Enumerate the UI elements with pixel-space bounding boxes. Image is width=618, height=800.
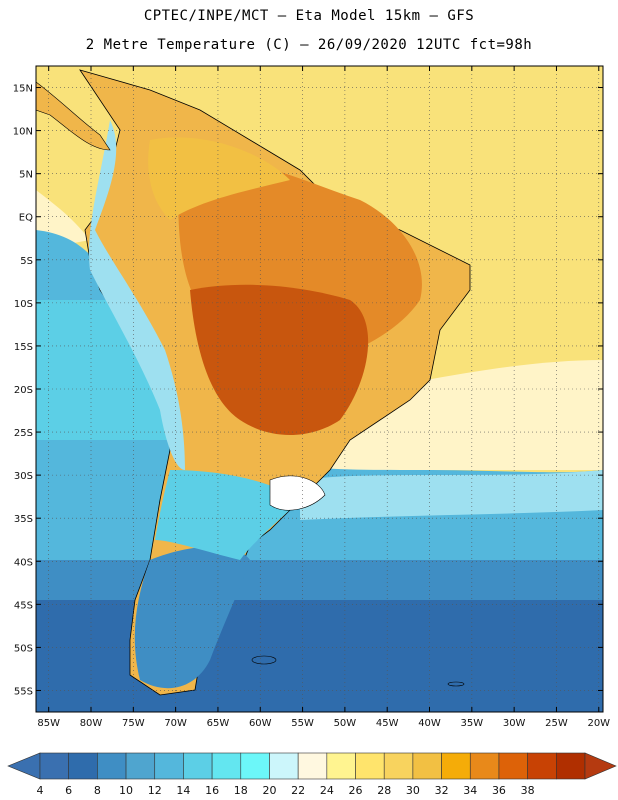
central-america-land [36,81,111,151]
colorbar-tick-label: 6 [65,784,72,797]
colorbar-bin [240,752,270,780]
colorbar-tick-label: 30 [406,784,420,797]
colorbar-tick-label: 16 [205,784,219,797]
colorbar-bin [97,752,127,780]
axis-labels: 15N 10N 5N EQ 5S 10S 15S 20S 25S 30S 35S 40S 45S 50S 5… [13,66,610,729]
lat-label: 35S [14,514,33,525]
lat-label: 10S [14,299,33,310]
ocean-band-south-light [300,470,603,520]
colorbar-bin [125,752,156,780]
lon-label: 65W [207,718,230,729]
colorbar-tick-label: 20 [262,784,276,797]
colorbar-over-arrow [584,752,617,780]
colorbar: 4 6 8 10 12 14 16 18 20 22 24 26 28 30 32 34 36 38 [7,752,617,797]
colorbar-tick-label: 8 [94,784,101,797]
north-coast-warm [148,137,290,220]
south-georgia-island [447,681,465,687]
colorbar-bin [441,752,471,780]
lon-label: 80W [80,718,103,729]
lon-label: 55W [291,718,314,729]
patagonia-cool [134,546,250,689]
lat-label: 45S [14,600,33,611]
lon-label: 35W [461,718,484,729]
colorbar-bin [39,752,69,780]
lat-label: 10N [13,127,33,138]
colorbar-bin [68,752,98,780]
colorbar-tick-label: 10 [119,784,133,797]
lat-label: 55S [14,686,33,697]
ocean-band-south-cold [36,600,603,712]
lon-label: 85W [37,718,60,729]
colorbar-bin [498,752,528,780]
colorbar-bin [154,752,184,780]
lat-label: 5N [19,170,33,181]
colorbar-bin [211,752,242,780]
colorbar-tick-label: 12 [148,784,162,797]
colorbar-tick-label: 14 [176,784,190,797]
chart-title-line2: 2 Metre Temperature (C) – 26/09/2020 12U… [85,37,533,53]
lat-label: 15N [13,84,33,95]
colorbar-bin [297,752,328,780]
lon-label: 45W [376,718,399,729]
central-brazil-very-hot [190,284,369,435]
colorbar-tick-label: 18 [234,784,248,797]
colorbar-bin [383,752,414,780]
lat-label: EQ [19,213,33,224]
colorbar-tick-label: 36 [492,784,506,797]
lon-label: 60W [249,718,272,729]
colorbar-bin [183,752,213,780]
colorbar-bin [269,752,299,780]
colorbar-bin [355,752,385,780]
lat-label: 40S [14,557,33,568]
lat-label: 25S [14,428,33,439]
lon-label: 25W [545,718,568,729]
lat-label: 15S [14,342,33,353]
colorbar-bin [527,752,557,780]
lon-label: 50W [334,718,357,729]
map-plot-area [36,66,603,712]
colorbar-bin [469,752,500,780]
andes-cold-strip [89,120,185,470]
graticule [36,66,603,712]
colorbar-tick-label: 26 [349,784,363,797]
colorbar-tick-label: 32 [435,784,449,797]
colorbar-tick-label: 22 [291,784,305,797]
lon-label: 30W [503,718,526,729]
colorbar-bin [412,752,442,780]
uruguay-pale [269,475,326,511]
colorbar-tick-label: 38 [521,784,535,797]
lat-label: 5S [20,256,33,267]
lat-label: 20S [14,385,33,396]
colorbar-tick-label: 28 [377,784,391,797]
colorbar-bin [326,752,356,780]
lon-label: 75W [122,718,145,729]
lon-label: 40W [418,718,441,729]
southern-cone-mild [155,470,300,560]
falkland-islands [251,655,277,665]
colorbar-bin [556,752,586,780]
lon-label: 20W [587,718,610,729]
colorbar-tick-label: 4 [37,784,44,797]
colorbar-tick-label: 34 [463,784,477,797]
lon-label: 70W [164,718,187,729]
lat-label: 50S [14,643,33,654]
colorbar-under-arrow [7,752,41,780]
colorbar-tick-label: 24 [320,784,334,797]
chart-title-line1: CPTEC/INPE/MCT – Eta Model 15km – GFS [143,8,475,24]
lat-label: 30S [14,471,33,482]
